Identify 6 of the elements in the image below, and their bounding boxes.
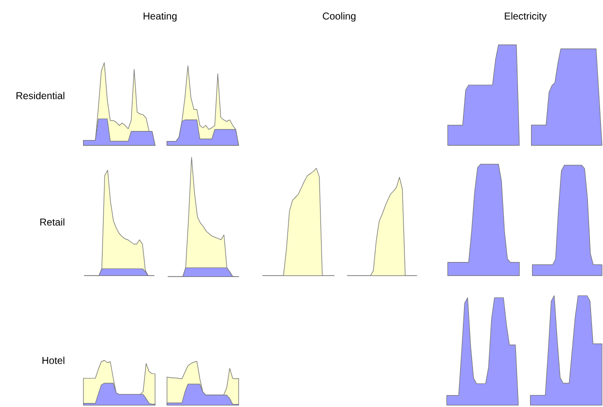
category-label: Cooling [322, 12, 356, 22]
category-label: Heating [144, 12, 177, 22]
category-label: Residential [16, 92, 64, 100]
category-label: Hotel [42, 356, 64, 364]
category-label: Electricity [504, 12, 547, 22]
category-label: Retail [40, 218, 64, 226]
